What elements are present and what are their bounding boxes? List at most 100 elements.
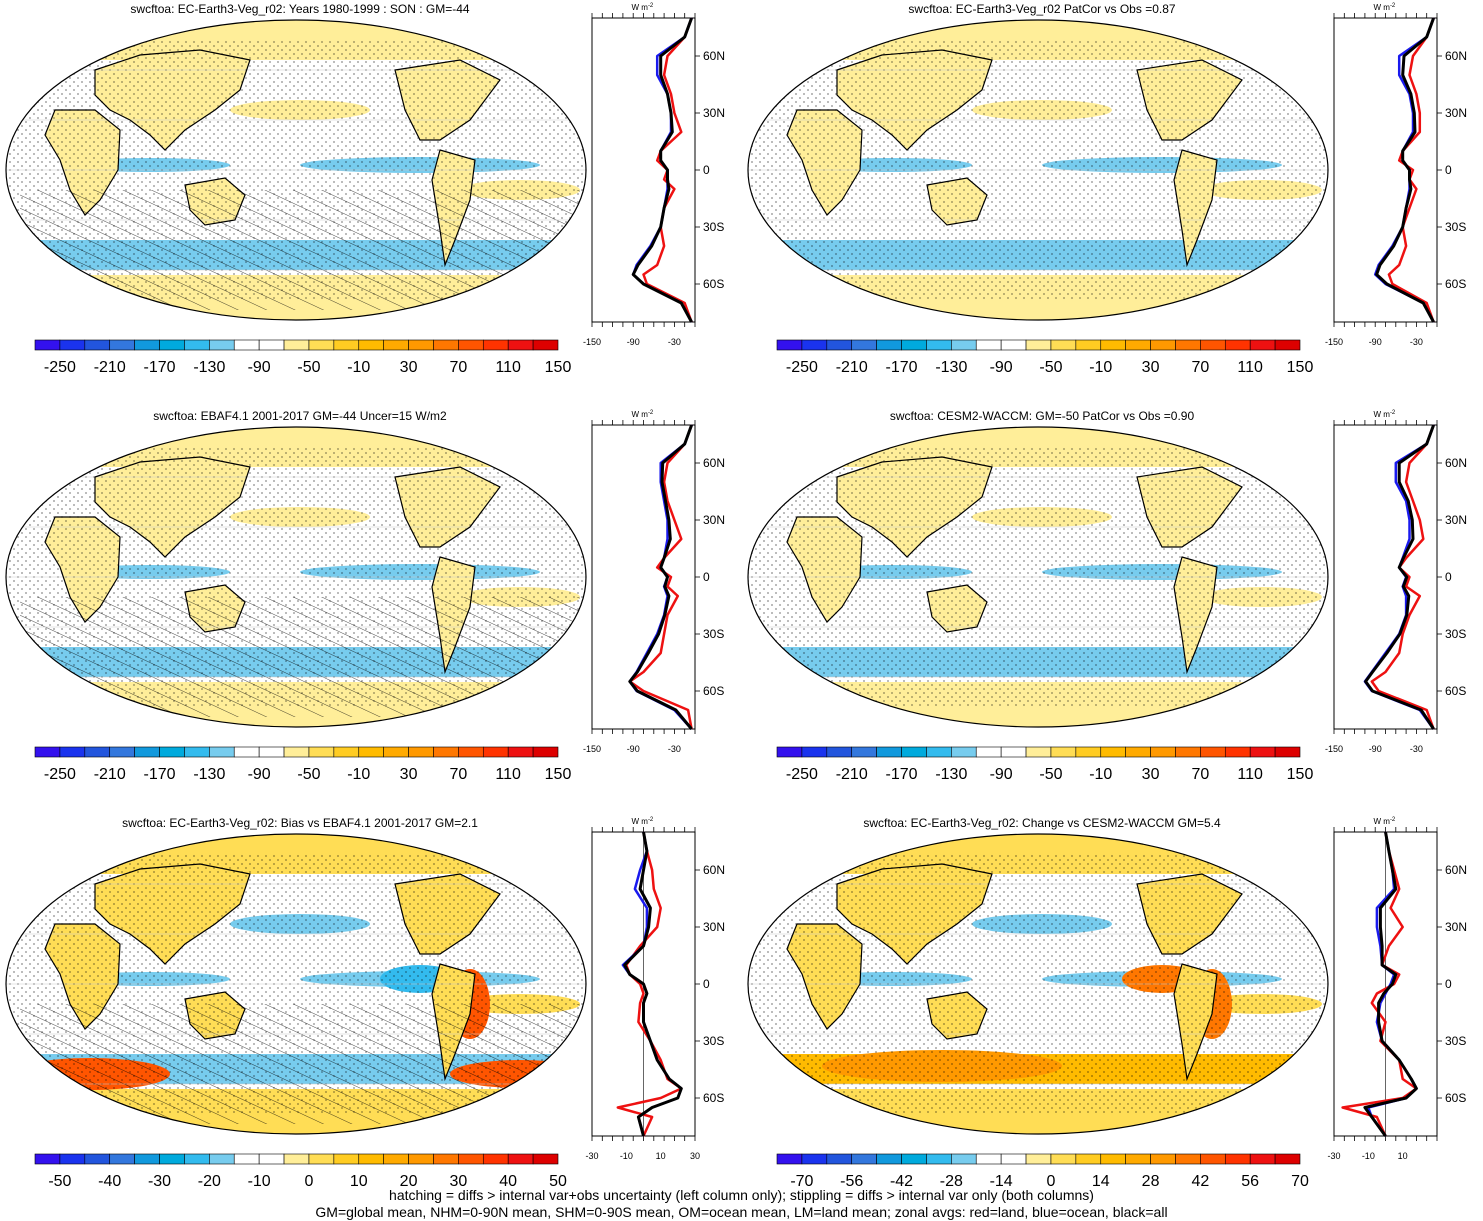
colorbar-swatch bbox=[258, 746, 285, 758]
colorbar-swatch bbox=[975, 339, 1002, 351]
zonal-series-ocean bbox=[628, 424, 693, 730]
zonal-lat-label: 60N bbox=[703, 49, 725, 63]
colorbar-swatch bbox=[258, 1153, 285, 1165]
zonal-xtick-label: -30 bbox=[1410, 337, 1423, 347]
zonal-series-land bbox=[1370, 424, 1435, 730]
map-field bbox=[748, 20, 1328, 320]
zonal-lat-label: 60S bbox=[1445, 277, 1466, 291]
colorbar-label: -90 bbox=[248, 766, 271, 783]
colorbar-label: 150 bbox=[1287, 766, 1314, 783]
coastline bbox=[926, 177, 988, 226]
colorbar-label: 30 bbox=[400, 766, 418, 783]
colorbar-swatch bbox=[776, 339, 803, 351]
panel-graphic: -250 -210 -170 -130 -90 -50 -10 30 70 110 150 W m-2… bbox=[747, 3, 1467, 376]
zonal-series-all bbox=[628, 424, 694, 730]
colorbar-swatch bbox=[209, 339, 235, 351]
panel-model-climatology: swcftoa: EC-Earth3-Veg_r02: Years 1980-1… bbox=[0, 0, 741, 407]
colorbar-swatch bbox=[134, 746, 160, 758]
colorbar-swatch bbox=[826, 339, 853, 351]
colorbar-swatch bbox=[1274, 1153, 1301, 1165]
colorbar-swatch bbox=[433, 1153, 459, 1165]
colorbar-swatch bbox=[59, 1153, 86, 1165]
colorbar-swatch bbox=[283, 339, 310, 351]
colorbar-swatch bbox=[458, 339, 484, 351]
coastline bbox=[1136, 59, 1243, 141]
colorbar-label: 110 bbox=[495, 766, 521, 783]
colorbar-swatch bbox=[876, 339, 902, 351]
colorbar-swatch bbox=[84, 1153, 111, 1165]
colorbar-label: -210 bbox=[836, 766, 868, 783]
colorbar-swatch bbox=[1274, 339, 1301, 351]
zonal-lat-label: 0 bbox=[1445, 570, 1452, 584]
colorbar-swatch bbox=[134, 339, 160, 351]
colorbar-swatch bbox=[308, 339, 335, 351]
colorbar-swatch bbox=[1050, 1153, 1077, 1165]
colorbar-swatch bbox=[1025, 746, 1052, 758]
colorbar-swatch bbox=[1200, 1153, 1226, 1165]
colorbar-swatch bbox=[1200, 746, 1226, 758]
colorbar-swatch bbox=[233, 1153, 260, 1165]
colorbar-swatch bbox=[209, 746, 235, 758]
colorbar-swatch bbox=[951, 746, 977, 758]
zonal-series-land bbox=[1387, 17, 1435, 323]
colorbar-swatch bbox=[1224, 746, 1251, 758]
map-field bbox=[6, 20, 586, 320]
colorbar-swatch bbox=[159, 1153, 185, 1165]
colorbar-swatch bbox=[34, 746, 61, 758]
coastline bbox=[1173, 149, 1218, 268]
colorbar-label: -130 bbox=[193, 359, 225, 376]
colorbar-swatch bbox=[283, 746, 310, 758]
zonal-unit: W m-2 bbox=[632, 3, 654, 12]
colorbar-swatch bbox=[507, 746, 534, 758]
colorbar-swatch bbox=[926, 1153, 952, 1165]
colorbar-label: -10 bbox=[1089, 766, 1112, 783]
colorbar-label: -50 bbox=[297, 766, 320, 783]
panel-obs-climatology: swcftoa: EBAF4.1 2001-2017 GM=-44 Uncer=… bbox=[0, 407, 741, 814]
coastline bbox=[44, 923, 121, 1030]
colorbar-swatch bbox=[1075, 339, 1102, 351]
colorbar-swatch bbox=[776, 1153, 803, 1165]
zonal-series-land bbox=[616, 831, 683, 1137]
colorbar-swatch bbox=[1075, 1153, 1102, 1165]
colorbar-label: 30 bbox=[449, 1173, 467, 1190]
colorbar-swatch bbox=[84, 746, 111, 758]
zonal-xtick-label: -10 bbox=[620, 1151, 633, 1161]
panel-bias: swcftoa: EC-Earth3-Veg_r02: Bias vs EBAF… bbox=[0, 814, 741, 1221]
zonal-series-all bbox=[1375, 17, 1436, 323]
colorbar-swatch bbox=[109, 339, 135, 351]
colorbar-label: -170 bbox=[886, 359, 918, 376]
zonal-unit: W m-2 bbox=[632, 817, 654, 826]
colorbar-swatch bbox=[458, 1153, 484, 1165]
zonal-xtick-label: -90 bbox=[627, 337, 640, 347]
zonal-frame bbox=[591, 424, 696, 730]
colorbar-swatch bbox=[283, 1153, 310, 1165]
coastline bbox=[394, 466, 501, 548]
zonal-lat-label: 0 bbox=[1445, 977, 1452, 991]
zonal-xtick-label: 10 bbox=[656, 1151, 666, 1161]
zonal-series-land bbox=[642, 17, 693, 323]
coastline bbox=[94, 456, 251, 558]
colorbar-label: -20 bbox=[198, 1173, 221, 1190]
zonal-lat-label: 60N bbox=[703, 863, 725, 877]
colorbar-label: -42 bbox=[890, 1173, 913, 1190]
colorbar-label: 70 bbox=[449, 359, 467, 376]
coastline bbox=[394, 873, 501, 955]
colorbar-swatch bbox=[801, 339, 828, 351]
colorbar-swatch bbox=[926, 746, 952, 758]
colorbar-swatch bbox=[482, 746, 509, 758]
colorbar-label: -56 bbox=[840, 1173, 863, 1190]
colorbar-label: -10 bbox=[1089, 359, 1112, 376]
zonal-lat-label: 60S bbox=[703, 1091, 724, 1105]
colorbar-swatch bbox=[532, 1153, 559, 1165]
zonal-lat-label: 30N bbox=[703, 920, 725, 934]
colorbar-label: -210 bbox=[836, 359, 868, 376]
colorbar-swatch bbox=[851, 339, 877, 351]
zonal-lat-label: 60S bbox=[703, 277, 724, 291]
coastline bbox=[786, 923, 863, 1030]
zonal-xtick-label: -30 bbox=[668, 744, 681, 754]
zonal-lat-label: 30N bbox=[703, 513, 725, 527]
colorbar-swatch bbox=[184, 339, 210, 351]
colorbar-swatch bbox=[433, 339, 459, 351]
colorbar-label: 30 bbox=[1142, 359, 1160, 376]
colorbar-swatch bbox=[383, 339, 409, 351]
